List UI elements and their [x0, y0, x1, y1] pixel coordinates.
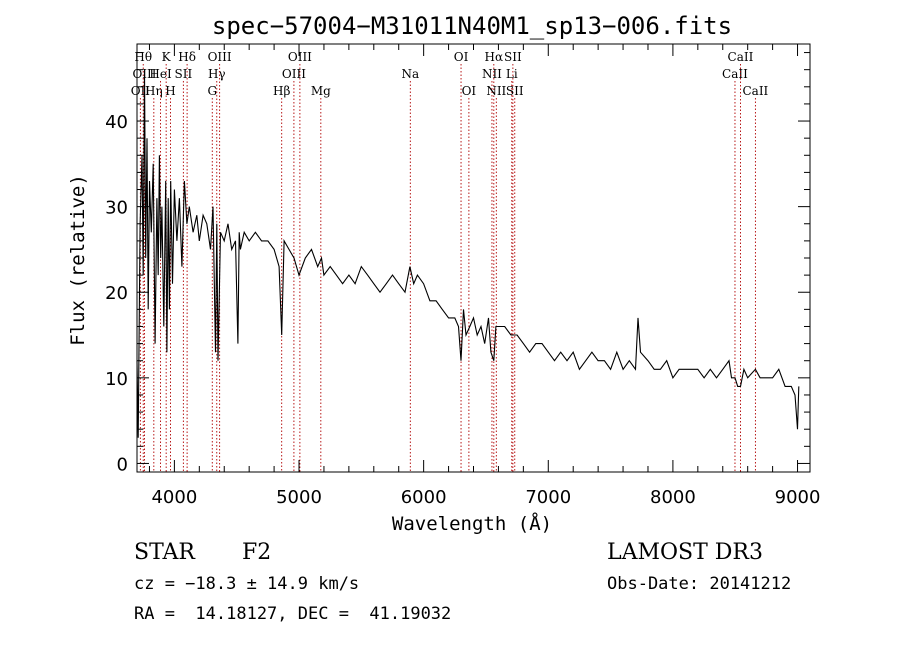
line-label-4: HeI: [149, 67, 172, 81]
line-label-0: OII: [131, 84, 151, 98]
emission-line-markers: OIIHθOIIIHηHeIKHSIIHδGHγOIIIHβOIIIOIIIMg…: [131, 50, 769, 472]
line-label-27: CaII: [742, 84, 768, 98]
x-tick-label-8000: 8000: [650, 487, 696, 508]
line-label-17: OI: [454, 50, 469, 64]
line-label-12: Hβ: [273, 84, 290, 98]
y-tick-label-10: 10: [105, 369, 128, 390]
line-label-10: Hγ: [208, 67, 226, 81]
line-label-9: G: [207, 84, 217, 98]
plot-frame: [136, 43, 811, 473]
y-tick-label-40: 40: [105, 112, 128, 133]
y-axis-label: Flux (relative): [67, 174, 89, 346]
x-tick-label-5000: 5000: [276, 487, 322, 508]
line-label-11: OIII: [208, 50, 232, 64]
x-tick-label-9000: 9000: [775, 487, 821, 508]
y-tick-label-30: 30: [105, 198, 128, 219]
line-label-22: Li: [506, 67, 518, 81]
x-tick-label-6000: 6000: [401, 487, 447, 508]
line-label-1: Hθ: [134, 50, 152, 64]
axis-ticks: 4000 5000 6000 7000 8000 9000 0 10 20 30 40: [105, 44, 820, 508]
y-tick-label-20: 20: [105, 283, 128, 304]
line-label-15: Mg: [311, 84, 331, 98]
line-label-8: Hδ: [178, 50, 196, 64]
survey-name: LAMOST DR3: [607, 540, 763, 565]
x-axis-label: Wavelength (Å): [392, 512, 552, 535]
line-label-3: Hη: [145, 84, 163, 98]
spectral-subclass: F2: [242, 540, 272, 565]
x-tick-label-7000: 7000: [525, 487, 571, 508]
redshift-cz: cz = −18.3 ± 14.9 km/s: [134, 574, 360, 594]
chart-title: spec−57004−M31011N40M1_sp13−006.fits: [212, 12, 732, 40]
line-label-16: Na: [401, 67, 419, 81]
line-label-23: SII: [504, 50, 522, 64]
line-label-24: SII: [506, 84, 524, 98]
line-label-18: OI: [462, 84, 477, 98]
line-label-7: SII: [175, 67, 193, 81]
line-label-6: H: [165, 84, 175, 98]
line-label-21: NII: [486, 84, 506, 98]
line-label-19: NII: [482, 67, 502, 81]
spectrum-line: [136, 69, 800, 438]
line-label-5: K: [162, 50, 172, 64]
sky-coordinates: RA = 14.18127, DEC = 41.19032: [134, 604, 452, 624]
line-label-26: CaII: [728, 50, 754, 64]
line-label-14: OIII: [288, 50, 312, 64]
object-class: STAR: [134, 540, 195, 565]
line-label-20: Hα: [485, 50, 504, 64]
observation-date: Obs-Date: 20141212: [607, 574, 792, 594]
line-label-13: OIII: [282, 67, 306, 81]
y-tick-label-0: 0: [117, 454, 128, 475]
line-label-25: CaII: [722, 67, 748, 81]
x-tick-label-4000: 4000: [151, 487, 197, 508]
